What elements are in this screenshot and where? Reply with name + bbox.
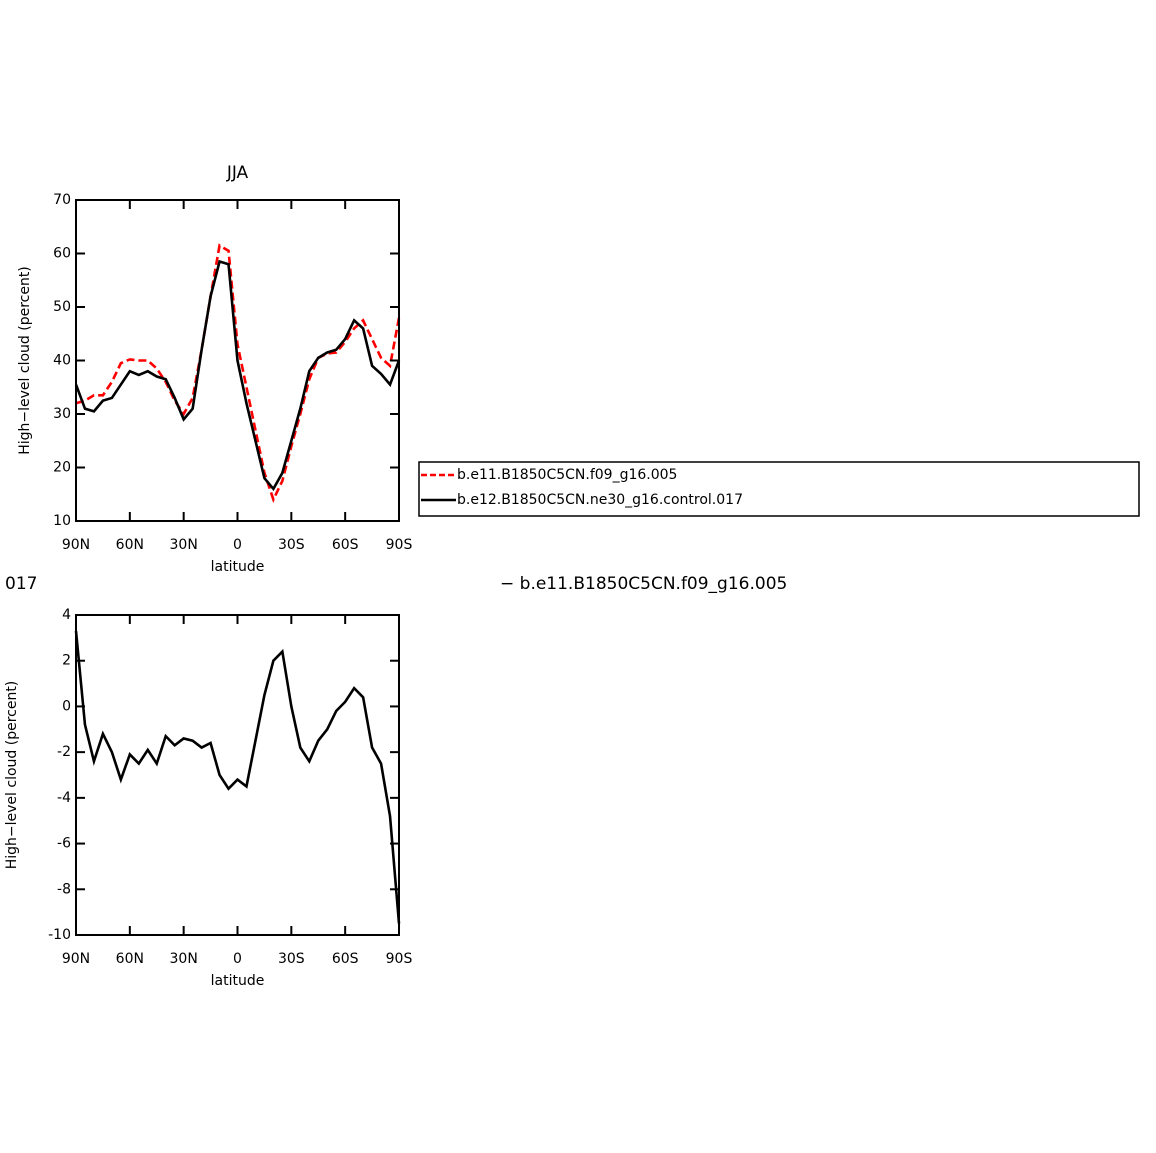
x-tick-label: 60S [332, 537, 359, 553]
y-tick-label: -2 [57, 744, 71, 760]
y-tick-label: 0 [62, 698, 71, 714]
y-tick-label: -10 [48, 927, 71, 943]
x-tick-label: 30S [278, 951, 305, 967]
y-tick-label: 60 [53, 246, 71, 262]
x-tick-label: 30S [278, 537, 305, 553]
chart-title: 017 [5, 574, 37, 594]
y-tick-label: -8 [57, 881, 71, 897]
y-tick-label: -6 [57, 836, 71, 852]
y-tick-label: 30 [53, 406, 71, 422]
series-line [75, 243, 401, 504]
series-line [74, 259, 401, 492]
legend-label: b.e12.B1850C5CN.ne30_g16.control.017 [457, 492, 743, 508]
x-tick-label: 60S [332, 951, 359, 967]
x-axis-label: latitude [211, 973, 265, 989]
series-line [74, 630, 401, 924]
x-tick-label: 90N [62, 537, 90, 553]
x-tick-label: 60N [116, 951, 144, 967]
plot-frame [75, 614, 400, 936]
x-tick-label: 0 [233, 537, 242, 553]
y-tick-label: 50 [53, 299, 71, 315]
y-axis-label: High−level cloud (percent) [17, 266, 33, 455]
y-tick-label: 4 [62, 607, 71, 623]
x-tick-label: 90N [62, 951, 90, 967]
x-axis-label: latitude [211, 559, 265, 575]
y-tick-label: 2 [62, 653, 71, 669]
x-tick-label: 30N [170, 537, 198, 553]
x-tick-label: 0 [233, 951, 242, 967]
x-tick-label: 90S [386, 537, 413, 553]
x-tick-label: 60N [116, 537, 144, 553]
legend-label: b.e11.B1850C5CN.f09_g16.005 [457, 467, 677, 483]
y-axis-label: High−level cloud (percent) [4, 681, 20, 870]
x-tick-label: 90S [386, 951, 413, 967]
legend-box [418, 461, 1140, 517]
y-tick-label: 70 [53, 192, 71, 208]
y-tick-label: 40 [53, 353, 71, 369]
chart-title: − b.e11.B1850C5CN.f09_g16.005 [500, 574, 787, 594]
y-tick-label: 20 [53, 460, 71, 476]
chart-title: JJA [226, 163, 249, 183]
y-tick-label: 10 [53, 513, 71, 529]
y-tick-label: -4 [57, 790, 71, 806]
x-tick-label: 30N [170, 951, 198, 967]
